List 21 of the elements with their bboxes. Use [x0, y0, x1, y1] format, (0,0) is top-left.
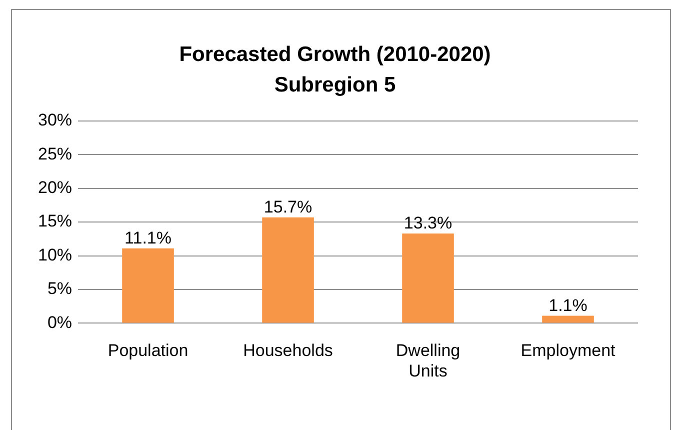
data-label: 1.1%	[548, 296, 588, 315]
x-tick-label: Employment	[520, 341, 616, 360]
y-tick-label: 30%	[38, 110, 72, 130]
text: Forecasted Growth (2010-2020)	[179, 43, 491, 66]
y-tick-label: 5%	[47, 279, 72, 298]
text: Subregion 5	[274, 73, 396, 96]
y-tick-label: 0%	[47, 312, 72, 332]
y-tick-label: 20%	[38, 178, 72, 198]
data-label: 11.1%	[124, 228, 172, 248]
bar	[402, 234, 454, 323]
bar	[542, 316, 594, 323]
bar	[262, 217, 314, 323]
x-tick-label: Population	[108, 341, 188, 360]
y-tick-label: 10%	[38, 245, 72, 264]
x-tick-label: Households	[243, 341, 333, 360]
x-tick-label: Dwelling Units	[396, 341, 460, 380]
y-tick-label: 25%	[38, 144, 72, 164]
bar	[122, 248, 174, 323]
data-label: 13.3%	[404, 214, 452, 233]
y-tick-label: 15%	[38, 212, 72, 231]
data-label: 15.7%	[264, 198, 312, 217]
